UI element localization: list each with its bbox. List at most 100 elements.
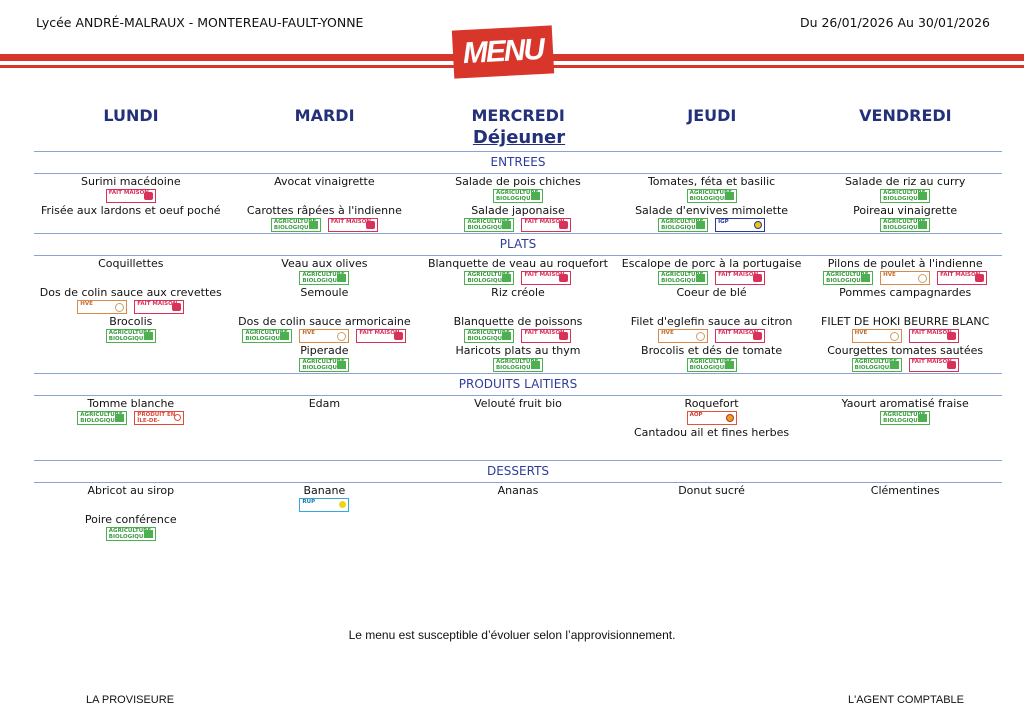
signature-right: L'AGENT COMPTABLE	[848, 694, 964, 706]
school-name: Lycée ANDRÉ-MALRAUX - MONTEREAU-FAULT-YO…	[36, 15, 364, 30]
badge-text: FAIT MAISON	[524, 272, 565, 278]
badge-mark-icon	[725, 414, 734, 422]
label-badges: AGRICULTURE BIOLOGIQUE IGP	[658, 218, 766, 232]
menu-item: Pilons de poulet à l'indienne AGRICULTURE…	[823, 257, 988, 286]
menu-item: Riz créole	[491, 286, 545, 315]
badge-text: AGRICULTURE BIOLOGIQUE	[689, 190, 732, 202]
dish-name: Dos de colin sauce armoricaine	[238, 315, 411, 328]
divider	[34, 173, 1002, 174]
day-cell-lundi: Tomme blanche AGRICULTURE BIOLOGIQUE PRODU…	[34, 397, 228, 455]
footer-note: Le menu est susceptible d’évoluer selon …	[348, 628, 676, 642]
badge-maison-icon: FAIT MAISON	[937, 271, 988, 285]
badge-bio-icon: AGRICULTURE BIOLOGIQUE	[880, 218, 931, 232]
day-cell-vendredi: Salade de riz au curry AGRICULTURE BIOLOG…	[808, 175, 1002, 233]
badge-mark-icon	[337, 274, 347, 282]
badge-text: FAIT MAISON	[911, 330, 952, 336]
meal-title: Déjeuner	[472, 127, 566, 148]
dish-name: Semoule	[300, 286, 349, 299]
label-badges: AGRICULTURE BIOLOGIQUE	[492, 189, 543, 203]
day-cell-mercredi: Salade de pois chiches AGRICULTURE BIOLOG…	[421, 175, 615, 233]
divider	[34, 460, 1002, 461]
badge-text: AGRICULTURE BIOLOGIQUE	[467, 330, 510, 342]
badge-maison-icon: FAIT MAISON	[356, 329, 407, 343]
day-cell-jeudi: Donut sucré	[615, 484, 809, 542]
badge-mark-icon	[918, 221, 928, 229]
badge-maison-icon: FAIT MAISON	[521, 218, 572, 232]
badge-bio-icon: AGRICULTURE BIOLOGIQUE	[299, 358, 350, 372]
badge-text: HVE	[883, 272, 896, 278]
dish-name: Pilons de poulet à l'indienne	[827, 257, 983, 270]
divider	[34, 233, 1002, 234]
dish-name: Salade de riz au curry	[844, 175, 966, 188]
badge-text: AGRICULTURE BIOLOGIQUE	[108, 330, 152, 342]
badge-text: HVE	[661, 330, 674, 336]
badge-bio-icon: AGRICULTURE BIOLOGIQUE	[492, 358, 543, 372]
dish-name: Poire conférence	[84, 513, 177, 526]
badge-text: FAIT MAISON	[359, 330, 400, 336]
badge-mark-icon	[308, 221, 318, 229]
badge-maison-icon: FAIT MAISON	[134, 300, 185, 314]
badge-bio-icon: AGRICULTURE BIOLOGIQUE	[464, 218, 515, 232]
menu-item: Salade d'envives mimolette AGRICULTURE BI…	[635, 204, 788, 233]
badge-mark-icon	[143, 192, 153, 200]
menu-item: Salade japonaise AGRICULTURE BIOLOGIQUE FA…	[464, 204, 572, 233]
badge-text: AGRICULTURE BIOLOGIQUE	[883, 190, 926, 202]
badge-text: AGRICULTURE BIOLOGIQUE	[495, 190, 539, 202]
menu-item: Abricot au sirop	[87, 484, 174, 513]
label-badges: AGRICULTURE BIOLOGIQUE	[880, 218, 931, 232]
badge-maison-icon: FAIT MAISON	[327, 218, 378, 232]
label-badges: AGRICULTURE BIOLOGIQUE FAIT MAISON	[658, 271, 766, 285]
dish-name: Velouté fruit bio	[474, 397, 562, 410]
dish-name: Filet d'eglefin sauce au citron	[630, 315, 793, 328]
label-badges: RUP	[299, 498, 350, 512]
menu-item: Tomme blanche AGRICULTURE BIOLOGIQUE PRODU…	[77, 397, 185, 426]
label-badges: AGRICULTURE BIOLOGIQUE	[492, 358, 543, 372]
dish-name: Brocolis	[109, 315, 153, 328]
badge-maison-icon: FAIT MAISON	[908, 358, 959, 372]
menu-item: Tomates, féta et basilic AGRICULTURE BIOL…	[648, 175, 775, 204]
badge-bio-icon: AGRICULTURE BIOLOGIQUE	[686, 358, 737, 372]
menu-item: Clémentines	[871, 484, 940, 513]
badge-mark-icon	[889, 332, 899, 341]
badge-mark-icon	[502, 221, 512, 229]
label-badges: AGRICULTURE BIOLOGIQUE	[686, 189, 737, 203]
badge-bio-icon: AGRICULTURE BIOLOGIQUE	[823, 271, 874, 285]
dish-name: Courgettes tomates sautées	[827, 344, 984, 357]
dish-name: Salade d'envives mimolette	[635, 204, 789, 217]
dish-name: Haricots plats au thym	[455, 344, 581, 357]
day-cell-vendredi: Clémentines	[808, 484, 1002, 542]
divider	[34, 482, 1002, 483]
badge-text: FAIT MAISON	[940, 272, 981, 278]
badge-text: AGRICULTURE BIOLOGIQUE	[495, 359, 539, 371]
badge-maison-icon: FAIT MAISON	[105, 189, 156, 203]
dish-name: Surimi macédoine	[81, 175, 181, 188]
badge-mark-icon	[365, 221, 375, 229]
dish-name: Pommes campagnardes	[839, 286, 972, 299]
label-badges: AGRICULTURE BIOLOGIQUE	[105, 527, 156, 541]
badge-mark-icon	[946, 361, 956, 369]
badge-text: FAIT MAISON	[524, 219, 565, 225]
dish-name: Carottes râpées à l'indienne	[246, 204, 402, 217]
badge-mark-icon	[143, 530, 153, 538]
badge-mark-icon	[337, 361, 347, 369]
badge-bio-icon: AGRICULTURE BIOLOGIQUE	[105, 527, 156, 541]
badge-text: HVE	[80, 301, 93, 307]
badge-hve-icon: HVE	[658, 329, 709, 343]
badge-text: AGRICULTURE BIOLOGIQUE	[302, 359, 345, 371]
day-cell-jeudi: Roquefort AOP Cantadou ail et fines herbes	[615, 397, 809, 455]
dish-name: Coeur de blé	[676, 286, 747, 299]
label-badges: AGRICULTURE BIOLOGIQUE PRODUIT EN ÎLE-DE-…	[77, 411, 185, 425]
badge-mark-icon	[502, 332, 512, 340]
dish-name: Blanquette de poissons	[453, 315, 583, 328]
menu-item: Dos de colin sauce armoricaine AGRICULTUR…	[238, 315, 411, 344]
menu-item: Yaourt aromatisé fraise AGRICULTURE BIOLO…	[842, 397, 969, 426]
section-title: ENTREES	[490, 155, 546, 169]
badge-mark-icon	[724, 361, 734, 369]
badge-text: AGRICULTURE BIOLOGIQUE	[826, 272, 869, 284]
label-badges: AGRICULTURE BIOLOGIQUE FAIT MAISON	[270, 218, 378, 232]
badge-mark-icon	[946, 332, 956, 340]
menu-item: Salade de riz au curry AGRICULTURE BIOLOG…	[845, 175, 965, 204]
menu-item: Brocolis et dés de tomate AGRICULTURE BIO…	[641, 344, 782, 373]
dish-name: Tomates, féta et basilic	[647, 175, 776, 188]
